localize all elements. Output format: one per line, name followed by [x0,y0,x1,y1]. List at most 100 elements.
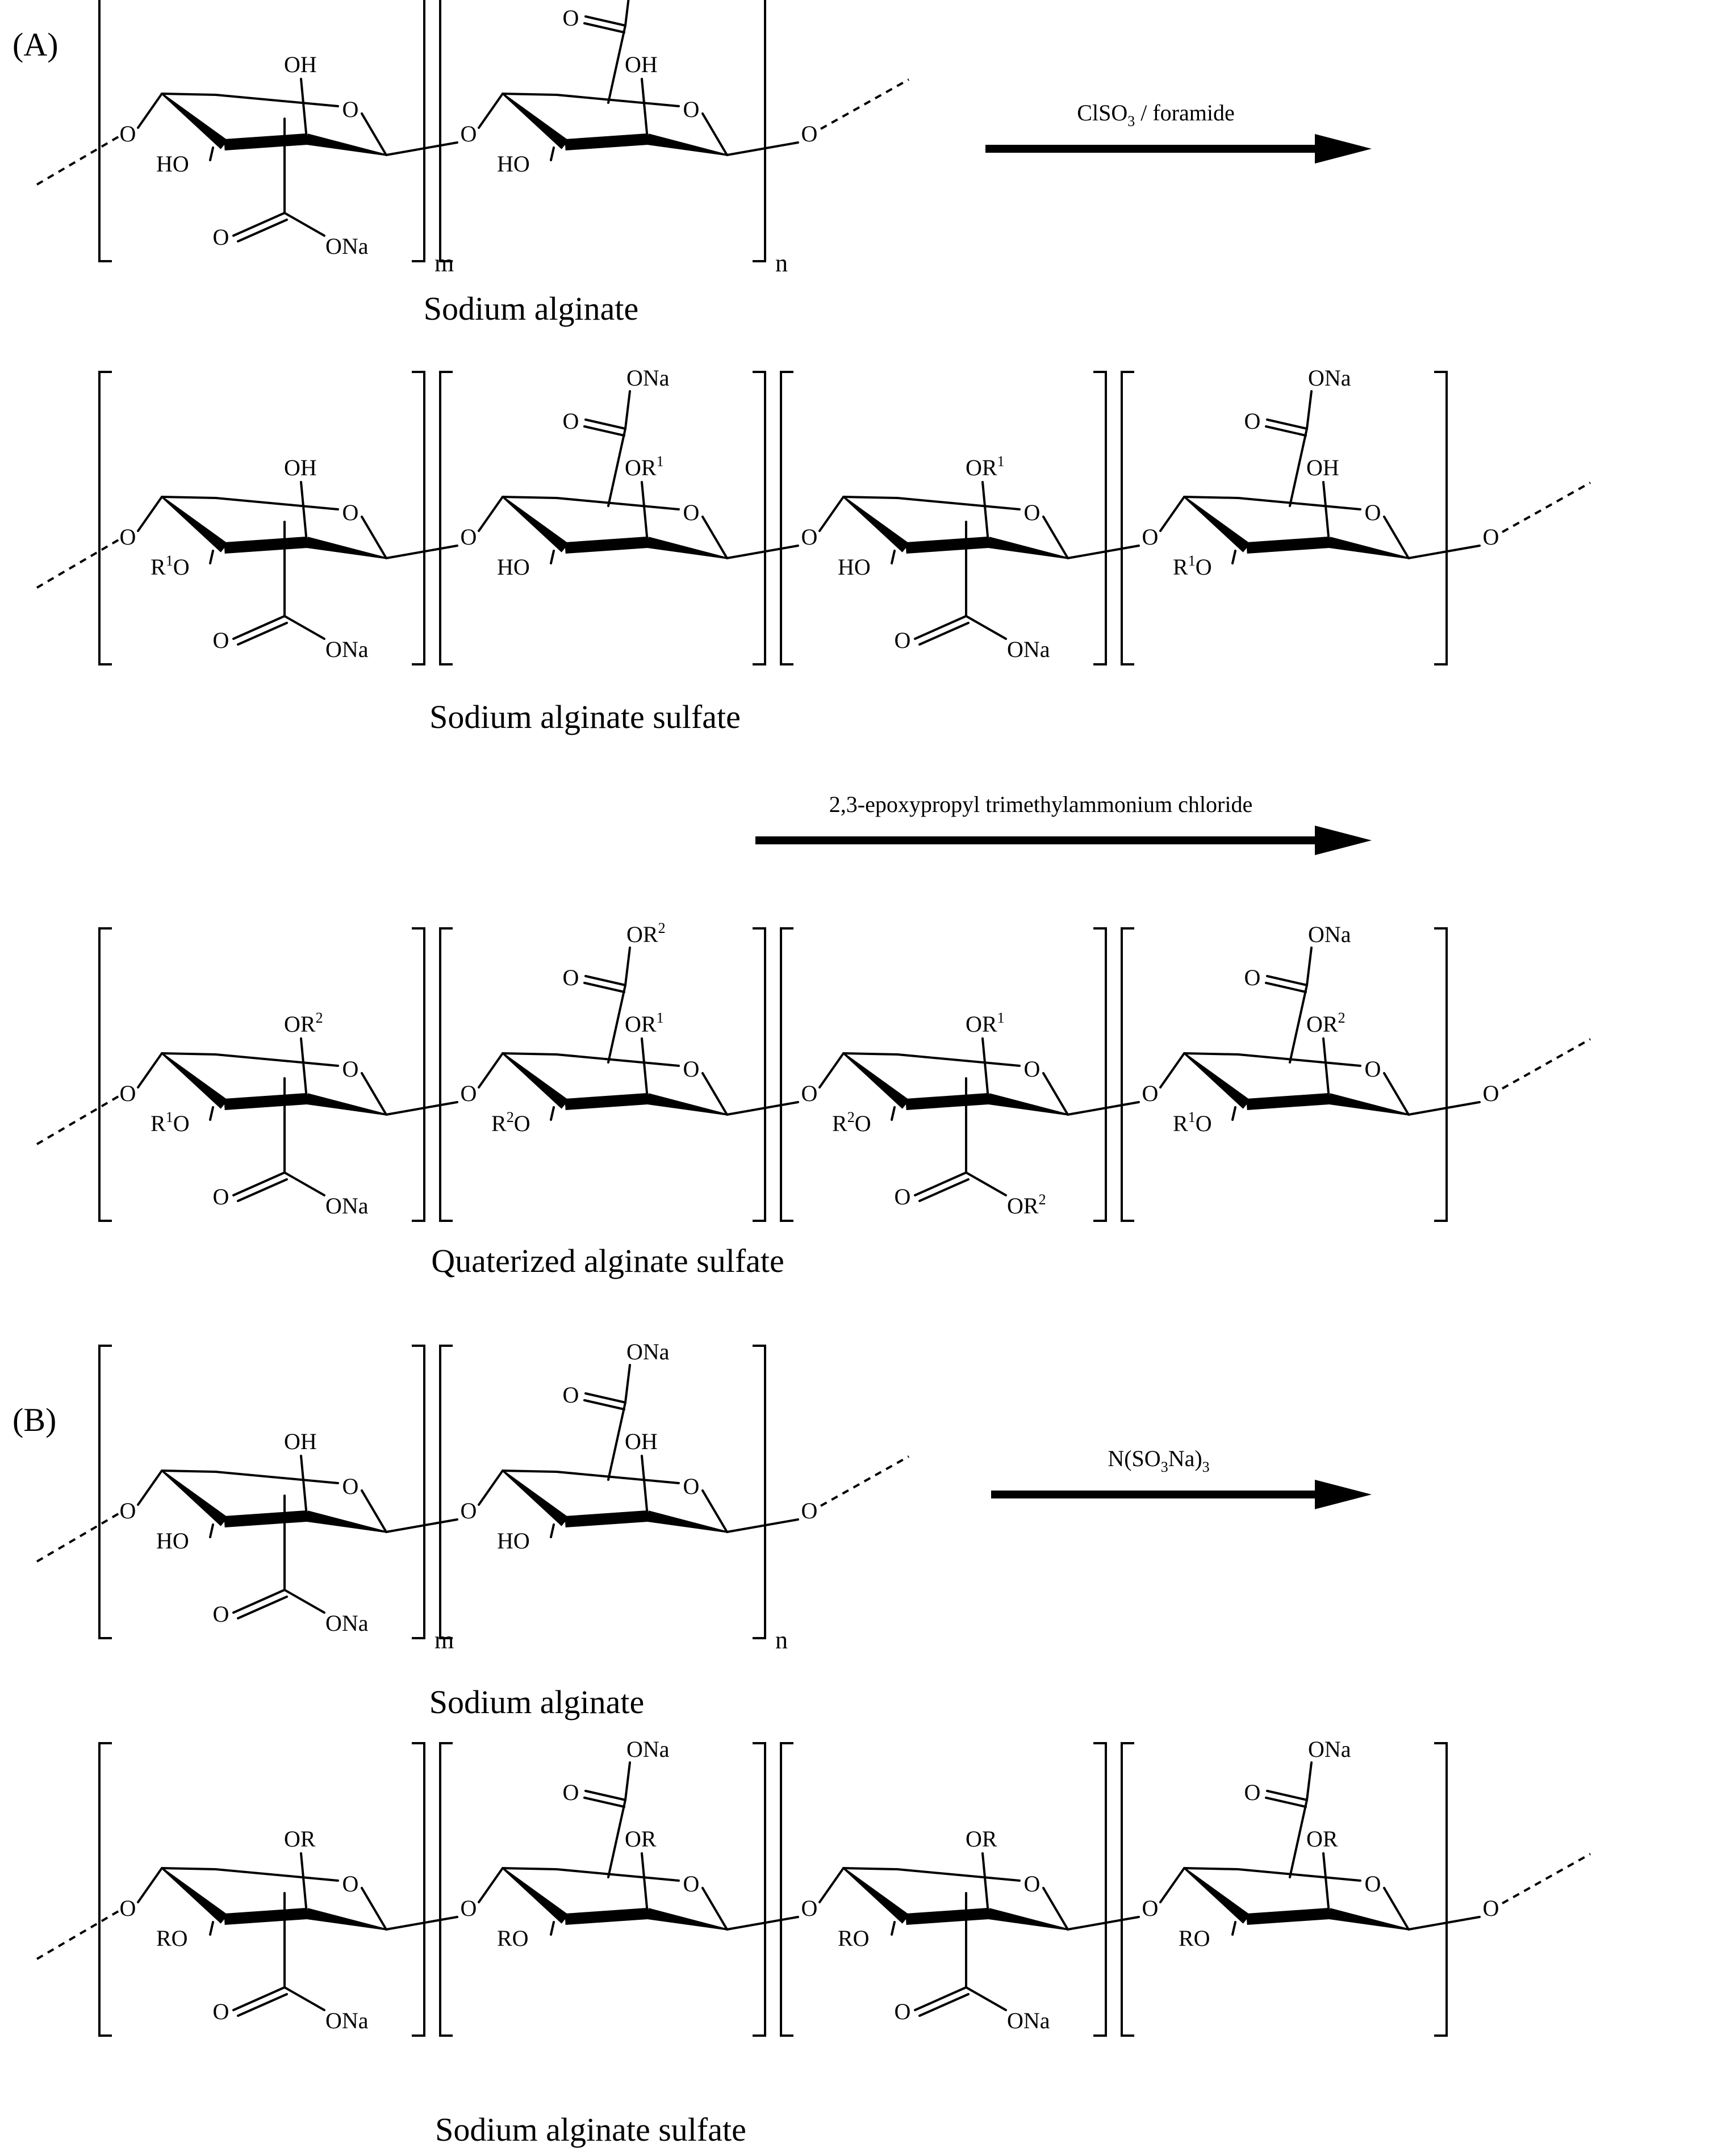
top-substituent: OR1 [625,1010,664,1037]
carbonyl-bond [232,1171,286,1196]
reaction-arrow-2: 2,3-epoxypropyl trimethylammonium chlori… [755,792,1372,855]
atom-oxygen: O [855,1111,871,1136]
ring-bond [161,1470,217,1473]
atom-base: R [1173,1111,1188,1136]
bracket-left [439,0,453,262]
side-substituent: HO [497,1528,530,1554]
substituent-bond [550,146,555,161]
atom-superscript: 1 [657,453,664,470]
guluronate-unit: O O OR RO O ONa [801,1826,1140,2033]
carbonyl-bond [1266,1790,1308,1801]
top-substituent: OR2 [284,1010,323,1037]
substituent-bond [981,481,989,543]
substituent-bond [891,1921,896,1936]
carbonyl-oxygen: O [1244,965,1261,990]
substituent-bond [300,481,308,543]
substituent-bond [641,78,649,140]
atom-base: OR [284,1011,316,1037]
atom-superscript: 1 [166,552,173,569]
atom-base: ONa [1308,1736,1351,1762]
atom-superscript: 1 [657,1010,664,1026]
substituent-bond [641,1455,649,1517]
carboxyl-bond [283,1171,325,1196]
glycosidic-oxygen: O [1142,1081,1159,1106]
carboxyl-bond [965,1986,1007,2011]
condition-part: N(SO [1108,1446,1160,1471]
ring-bond [555,1471,680,1484]
substituent-bond [1322,1037,1330,1100]
glycosidic-oxygen: O [1483,524,1499,550]
arrow-shaft [985,145,1321,153]
atom-base: OR [284,1826,316,1852]
carbonyl-bond [232,1589,286,1614]
atom-superscript: 2 [316,1010,323,1026]
carboxylate-label: ONa [325,2008,369,2033]
carbonyl-bond [1266,975,1308,986]
glycosidic-oxygen: O [1142,524,1159,550]
ring-bond [555,1868,680,1882]
glycosidic-oxygen: O [801,1498,818,1523]
bracket-right [1093,1742,1107,2037]
chain-dashed-bond [36,1095,120,1145]
side-substituent: HO [156,151,189,177]
carbonyl-oxygen: O [213,1601,229,1627]
glycosidic-oxygen: O [120,1895,136,1921]
carbonyl-oxygen: O [563,965,579,990]
ring-bond [161,496,217,499]
arrow-shaft [755,836,1321,844]
carboxylate-label: ONa [1007,2008,1050,2033]
top-substituent: OR1 [966,453,1005,480]
carboxyl-bond [607,984,626,1064]
chain-dashed-bond [36,1512,120,1563]
glycosidic-bond [385,141,458,156]
atom-base: ONa [626,1339,670,1364]
chain-dashed-bond [820,78,909,130]
carboxyl-bond [607,1401,626,1481]
ring-oxygen: O [1365,500,1381,525]
carbonyl-bond [584,15,626,27]
condition-part: 3 [1202,1459,1210,1475]
wedge-bond [502,496,569,552]
bracket-right [412,371,425,665]
atom-oxygen: O [1196,1111,1212,1136]
ring-bond [161,93,217,96]
atom-base: OH [284,455,317,480]
glycosidic-bond [1159,496,1185,532]
carboxyl-bond [1306,947,1313,986]
carbonyl-oxygen: O [563,1382,579,1408]
ring-oxygen: O [683,1473,700,1499]
substituent-bond [891,550,896,564]
ring-bond [701,1887,728,1931]
ring-bond [1237,1053,1361,1067]
reaction-condition: ClSO3 / foramide [1077,100,1234,129]
guluronate-unit: O O OH HO O ONa [120,1429,458,1636]
atom-base: OR [1306,1011,1338,1037]
atom-base: R [151,554,166,580]
glycosidic-bond [1159,1867,1185,1903]
glycosidic-bond [137,1867,163,1903]
substituent-bond [550,1106,555,1121]
compound-name: Quaterized alginate sulfate [431,1242,784,1279]
side-substituent: R2O [491,1109,530,1136]
ring-bond [896,497,1021,510]
atom-base: ONa [1308,922,1351,947]
carboxyl-bond [965,1171,1007,1196]
carbonyl-bond [237,622,288,646]
wedge-bond [306,133,387,156]
wedge-bond [502,93,569,149]
top-substituent: OR1 [625,453,664,480]
atom-base: ONa [626,365,670,391]
wedge-bond [1184,496,1251,552]
atom-base: R [491,1111,507,1136]
glycosidic-bond [726,1916,799,1931]
glycosidic-bond [385,545,458,559]
glycosidic-bond [478,1867,504,1903]
atom-base: OR [1007,1193,1039,1219]
glycosidic-oxygen: O [801,1081,818,1106]
panel-label-a: (A) [12,26,59,63]
glycosidic-bond [1067,1916,1140,1931]
wedge-bond [843,1867,910,1924]
glycosidic-oxygen: O [120,1498,136,1523]
wedge-bond [646,1908,728,1931]
